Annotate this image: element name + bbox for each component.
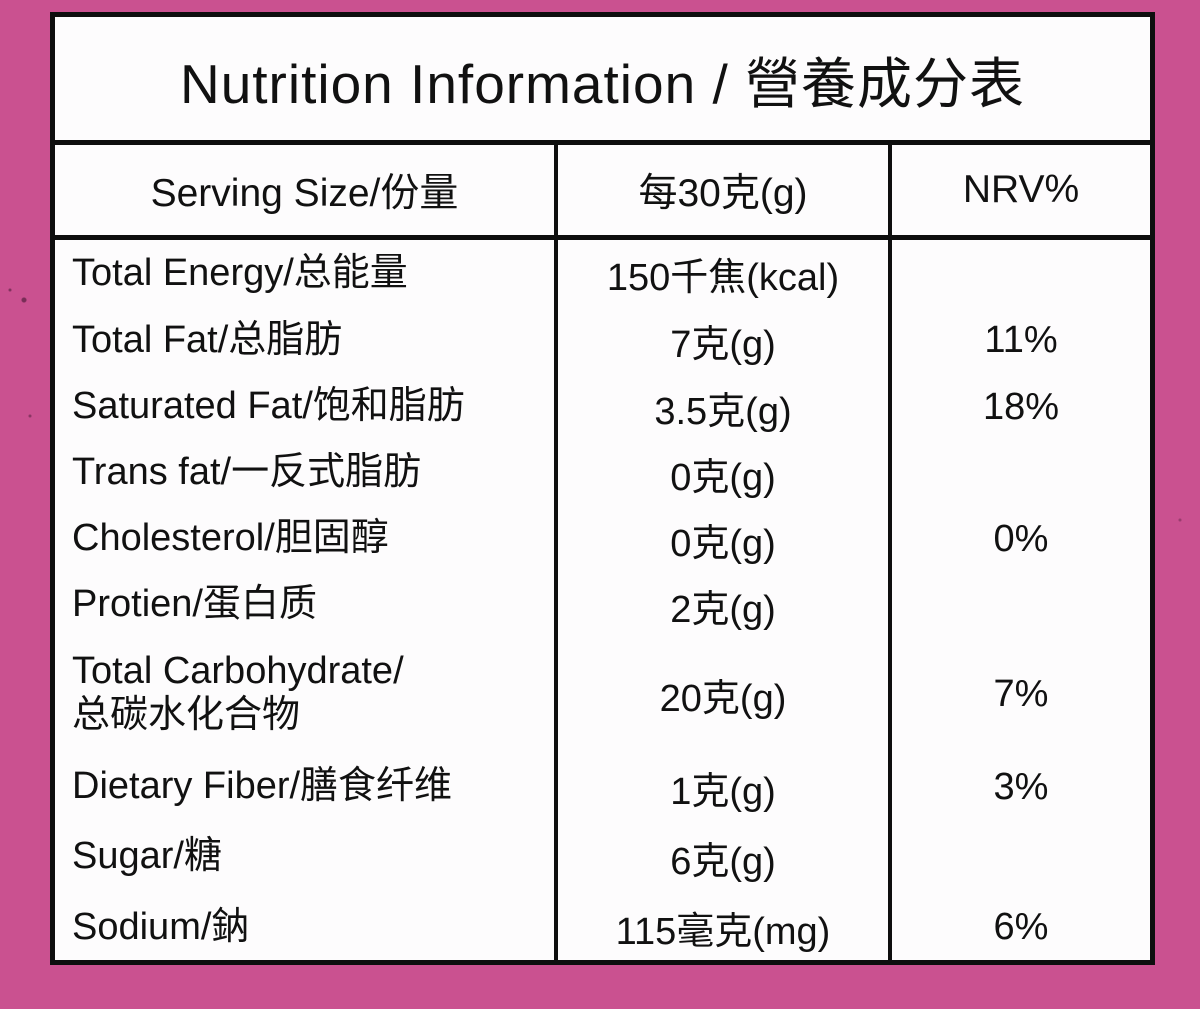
header-serving-size: Serving Size/份量 [150, 172, 459, 215]
table-row-saturated-fat: Saturated Fat/饱和脂肪 3.5克(g) 18% [55, 374, 1150, 440]
row-value: 20克(g) [554, 638, 892, 750]
table-body: Total Energy/总能量 150千焦(kcal) Total Fat/总… [55, 240, 1150, 965]
row-value: 2克(g) [554, 572, 892, 638]
row-label: Protien/蛋白质 [72, 583, 317, 626]
table-header-row: Serving Size/份量 每30克(g) NRV% [55, 145, 1150, 240]
table-title: Nutrition Information / 營養成分表 [55, 17, 1150, 145]
table-row-trans-fat: Trans fat/一反式脂肪 0克(g) [55, 440, 1150, 506]
table-row-sodium: Sodium/鈉 115毫克(mg) 6% [55, 890, 1150, 965]
table-row-protein: Protien/蛋白质 2克(g) [55, 572, 1150, 638]
row-value: 115毫克(mg) [554, 890, 892, 965]
table-row-dietary-fiber: Dietary Fiber/膳食纤维 1克(g) 3% [55, 750, 1150, 824]
table-row-cholesterol: Cholesterol/胆固醇 0克(g) 0% [55, 506, 1150, 572]
row-label: Sugar/糖 [72, 835, 222, 878]
row-nrv: 11% [984, 319, 1058, 361]
row-value: 7克(g) [554, 307, 892, 374]
row-label: Cholesterol/胆固醇 [72, 517, 389, 560]
row-value: 3.5克(g) [554, 374, 892, 440]
row-label: Total Carbohydrate/ 总碳水化合物 [72, 650, 404, 736]
table-row-sugar: Sugar/糖 6克(g) [55, 824, 1150, 890]
row-value: 0克(g) [554, 440, 892, 506]
row-nrv [892, 240, 1150, 307]
row-nrv: 3% [993, 765, 1049, 808]
row-value: 0克(g) [554, 506, 892, 572]
header-per-amount: 每30克(g) [554, 145, 892, 235]
row-label: Trans fat/一反式脂肪 [72, 451, 422, 494]
row-nrv: 6% [993, 906, 1049, 948]
row-label: Total Energy/总能量 [72, 251, 408, 294]
nutrition-table: Nutrition Information / 營養成分表 Serving Si… [50, 12, 1155, 965]
table-row-total-energy: Total Energy/总能量 150千焦(kcal) [55, 240, 1150, 307]
row-label: Dietary Fiber/膳食纤维 [72, 765, 453, 808]
row-label: Total Fat/总脂肪 [72, 318, 343, 361]
row-nrv [892, 824, 1150, 890]
row-nrv [892, 440, 1150, 506]
row-nrv: 0% [993, 517, 1049, 560]
row-value: 150千焦(kcal) [554, 240, 892, 307]
table-row-total-carbohydrate: Total Carbohydrate/ 总碳水化合物 20克(g) 7% [55, 638, 1150, 750]
row-label: Sodium/鈉 [72, 905, 250, 948]
row-nrv [892, 572, 1150, 638]
row-label: Saturated Fat/饱和脂肪 [72, 385, 465, 428]
row-nrv: 18% [982, 385, 1060, 428]
row-nrv: 7% [993, 672, 1049, 715]
header-nrv: NRV% [962, 168, 1080, 211]
row-value: 1克(g) [554, 750, 892, 824]
table-row-total-fat: Total Fat/总脂肪 7克(g) 11% [55, 307, 1150, 374]
row-value: 6克(g) [554, 824, 892, 890]
